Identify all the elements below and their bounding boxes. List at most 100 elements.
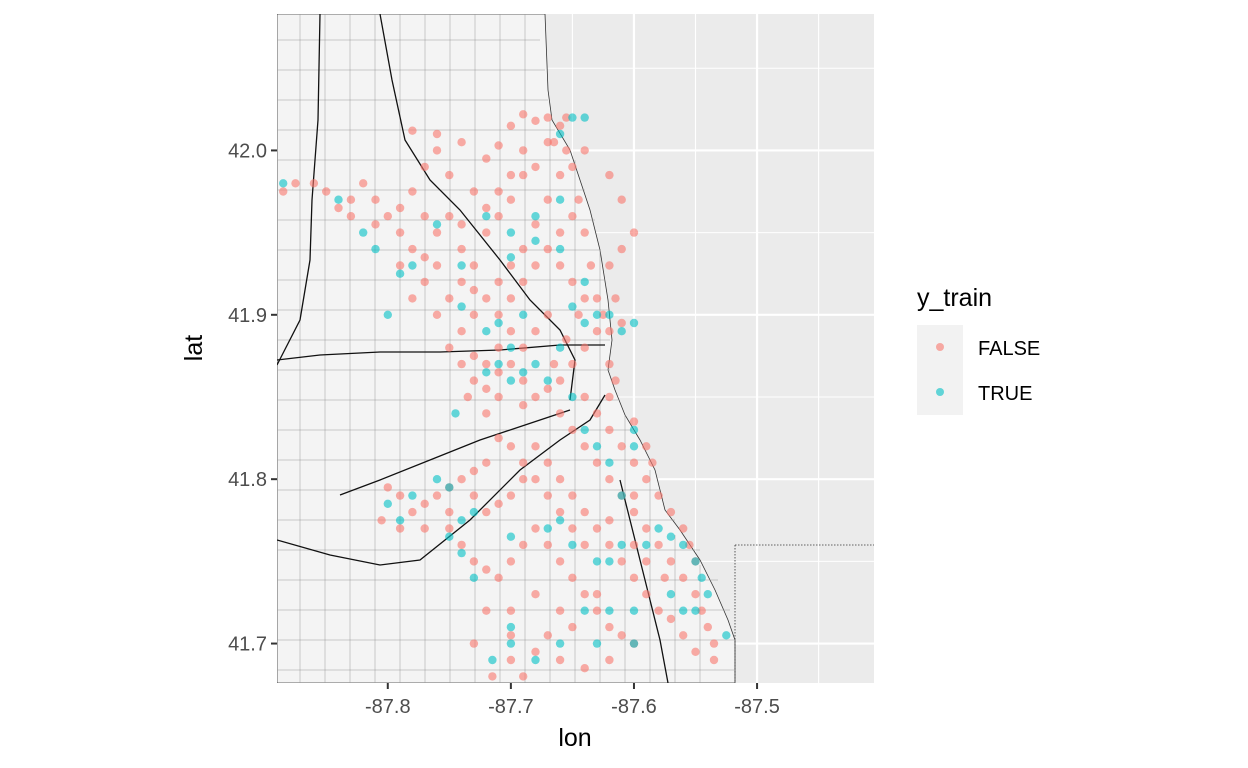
point-false (395, 203, 405, 213)
point-false (629, 540, 639, 550)
point-false (568, 524, 577, 533)
basemap (277, 14, 874, 683)
point-true (445, 483, 454, 492)
point-false (377, 516, 386, 525)
point-true (469, 507, 479, 517)
point-false (629, 573, 639, 582)
point-true (617, 540, 626, 550)
point-true (580, 277, 589, 287)
point-false (549, 359, 559, 369)
point-true (555, 195, 565, 204)
point-true (543, 524, 552, 533)
point-false (568, 359, 577, 369)
point-false (642, 590, 651, 599)
point-false (605, 327, 614, 336)
point-false (457, 244, 466, 254)
point-false (543, 138, 552, 147)
point-false (543, 491, 552, 500)
point-false (469, 351, 479, 361)
point-false (395, 261, 405, 270)
point-false (629, 507, 639, 517)
point-false (666, 507, 676, 517)
point-false (482, 409, 491, 418)
point-true (506, 622, 516, 632)
point-false (555, 655, 565, 665)
point-true (457, 548, 466, 558)
point-false (642, 442, 651, 451)
point-false (519, 672, 528, 681)
point-false (457, 138, 466, 147)
point-false (457, 540, 466, 550)
x-tick-label: -87.5 (734, 696, 780, 718)
point-false (654, 491, 663, 500)
point-true (383, 499, 392, 508)
point-true (666, 532, 676, 541)
point-false (629, 417, 639, 426)
point-false (592, 409, 602, 418)
point-false (395, 491, 405, 500)
point-true (568, 540, 577, 550)
point-false (691, 590, 700, 599)
point-true (666, 590, 676, 599)
point-false (562, 335, 571, 344)
point-false (420, 524, 429, 533)
point-false (709, 639, 719, 648)
point-false (346, 195, 356, 204)
point-false (432, 228, 442, 237)
point-true (506, 228, 516, 237)
point-false (359, 179, 368, 188)
point-false (568, 622, 577, 632)
legend-swatch-false (936, 343, 944, 351)
point-true (629, 442, 639, 451)
point-false (432, 491, 442, 500)
point-false (555, 557, 565, 566)
point-true (629, 606, 639, 615)
point-false (432, 146, 442, 155)
point-false (519, 401, 528, 410)
point-false (648, 458, 657, 467)
x-axis: -87.8 -87.7 -87.6 -87.5 (365, 683, 780, 718)
point-true (506, 639, 516, 648)
point-false (469, 376, 479, 385)
point-false (457, 220, 466, 229)
point-false (531, 327, 540, 336)
point-false (531, 261, 540, 270)
point-false (531, 475, 540, 484)
point-false (642, 557, 651, 566)
point-false (592, 606, 602, 615)
point-false (660, 573, 669, 582)
point-false (519, 540, 528, 550)
point-true (703, 590, 712, 599)
point-false (420, 162, 429, 172)
point-false (488, 672, 497, 681)
point-true (506, 343, 516, 352)
point-false (592, 524, 602, 533)
point-false (309, 179, 319, 188)
point-true (679, 540, 688, 550)
point-true (488, 655, 497, 665)
point-true (451, 409, 460, 418)
point-false (543, 384, 552, 393)
point-true (592, 310, 602, 319)
point-false (543, 195, 552, 204)
point-true (457, 516, 466, 525)
point-false (506, 170, 516, 180)
point-false (580, 590, 589, 599)
point-false (469, 491, 479, 500)
point-true (629, 318, 639, 328)
point-false (445, 294, 454, 303)
point-false (420, 277, 429, 287)
point-true (531, 212, 540, 221)
point-false (580, 442, 589, 451)
point-false (432, 310, 442, 319)
point-true (531, 359, 540, 369)
point-false (506, 195, 516, 204)
x-tick-label: -87.8 (365, 696, 411, 718)
point-false (408, 294, 417, 303)
point-true (691, 557, 700, 566)
point-false (395, 228, 405, 237)
point-false (519, 343, 528, 352)
point-false (445, 507, 454, 517)
point-false (334, 203, 343, 213)
